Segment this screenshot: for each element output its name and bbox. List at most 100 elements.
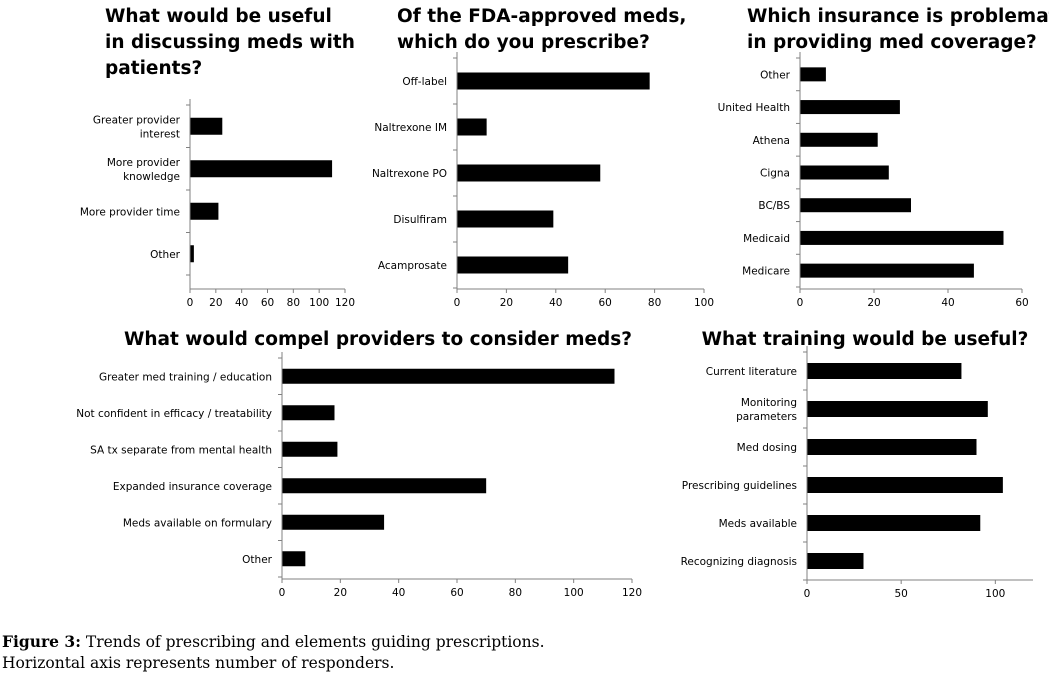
bar bbox=[282, 405, 335, 421]
bar bbox=[282, 478, 487, 494]
bar bbox=[282, 514, 385, 530]
caption-line-2: Horizontal axis represents number of res… bbox=[2, 654, 395, 672]
bar bbox=[190, 202, 219, 220]
category-label: Athena bbox=[753, 135, 790, 147]
category-label-line: Other bbox=[760, 69, 790, 81]
category-label-line: Current literature bbox=[706, 366, 797, 378]
bar bbox=[800, 198, 911, 213]
category-label-line: BC/BS bbox=[758, 200, 790, 212]
bar bbox=[807, 553, 864, 569]
category-label-line: Med dosing bbox=[737, 442, 797, 454]
category-label-line: SA tx separate from mental health bbox=[90, 444, 272, 456]
chart-title: What training would be useful? bbox=[702, 329, 1029, 350]
chart-5: What training would be useful? Current li… bbox=[681, 329, 1033, 600]
tick-label: 80 bbox=[509, 587, 522, 599]
tick-label: 0 bbox=[804, 588, 811, 600]
tick-label: 20 bbox=[334, 587, 347, 599]
bar bbox=[190, 160, 333, 178]
tick-label: 0 bbox=[454, 297, 461, 309]
caption-line-1: Figure 3: Trends of prescribing and elem… bbox=[2, 631, 1042, 653]
tick-label: 40 bbox=[941, 297, 954, 309]
category-label-line: Athena bbox=[753, 135, 790, 147]
bar bbox=[457, 164, 601, 182]
category-label-line: Prescribing guidelines bbox=[682, 480, 797, 492]
category-label: Naltrexone PO bbox=[372, 168, 447, 180]
category-label: Off-label bbox=[402, 76, 447, 88]
caption-text: Trends of prescribing and elements guidi… bbox=[80, 633, 545, 651]
category-label: Meds available on formulary bbox=[123, 517, 272, 529]
category-label-line: Recognizing diagnosis bbox=[681, 556, 797, 568]
tick-label: 60 bbox=[1015, 297, 1028, 309]
tick-label: 50 bbox=[894, 588, 907, 600]
figure-charts: What would be useful in discussing meds w… bbox=[76, 6, 1049, 600]
tick-label: 120 bbox=[622, 587, 642, 599]
chart-4: What would compel providers to consider … bbox=[76, 329, 642, 599]
tick-label: 60 bbox=[599, 297, 612, 309]
category-label: Expanded insurance coverage bbox=[113, 481, 272, 493]
category-label-line: Cigna bbox=[760, 168, 790, 180]
bar bbox=[800, 67, 826, 82]
tick-label: 20 bbox=[209, 297, 222, 309]
category-label-line: Acamprosate bbox=[378, 260, 447, 272]
category-label-line: interest bbox=[140, 128, 180, 140]
category-label: Naltrexone IM bbox=[374, 122, 447, 134]
tick-label: 60 bbox=[261, 297, 274, 309]
category-label-line: Meds available on formulary bbox=[123, 517, 272, 529]
tick-label: 40 bbox=[235, 297, 248, 309]
category-label-line: Not confident in efficacy / treatability bbox=[76, 408, 272, 420]
chart-title-line: Of the FDA-approved meds, bbox=[397, 6, 686, 27]
chart-title-line: patients? bbox=[105, 58, 202, 79]
bar bbox=[800, 165, 889, 180]
bar bbox=[807, 477, 1003, 493]
chart-title: What would be useful in discussing meds w… bbox=[105, 6, 355, 79]
chart-title-line: What would compel providers to consider … bbox=[124, 329, 632, 350]
chart-title-line: What would be useful bbox=[105, 6, 332, 27]
tick-label: 100 bbox=[985, 588, 1005, 600]
category-label-line: parameters bbox=[736, 411, 797, 423]
category-label: SA tx separate from mental health bbox=[90, 444, 272, 456]
category-label: United Health bbox=[718, 102, 790, 114]
category-label: Greater med training / education bbox=[99, 371, 272, 383]
category-label-line: Naltrexone IM bbox=[374, 122, 447, 134]
category-label: Medicare bbox=[742, 266, 790, 278]
category-label: Monitoring parameters bbox=[736, 397, 797, 423]
category-label: Other bbox=[150, 249, 180, 261]
category-label-line: Monitoring bbox=[741, 397, 797, 409]
category-label-line: Expanded insurance coverage bbox=[113, 481, 272, 493]
category-label: Acamprosate bbox=[378, 260, 447, 272]
bar bbox=[457, 72, 650, 90]
bar bbox=[282, 441, 338, 457]
tick-label: 100 bbox=[309, 297, 329, 309]
tick-label: 20 bbox=[500, 297, 513, 309]
bar bbox=[282, 551, 306, 567]
bar bbox=[457, 118, 487, 136]
category-label: Meds available bbox=[719, 518, 797, 530]
tick-label: 40 bbox=[392, 587, 405, 599]
tick-label: 40 bbox=[549, 297, 562, 309]
tick-label: 20 bbox=[867, 297, 880, 309]
bar bbox=[457, 256, 569, 274]
bar bbox=[807, 363, 962, 379]
category-label-line: Off-label bbox=[402, 76, 447, 88]
category-label: Prescribing guidelines bbox=[682, 480, 797, 492]
chart-2: Of the FDA-approved meds, which do you pr… bbox=[372, 6, 714, 309]
category-label: Med dosing bbox=[737, 442, 797, 454]
chart-title: Which insurance is problematic in providi… bbox=[747, 6, 1049, 53]
bar bbox=[190, 117, 223, 135]
bar bbox=[800, 230, 1004, 245]
category-label-line: Medicaid bbox=[743, 233, 790, 245]
category-label-line: More provider bbox=[107, 157, 181, 169]
bar bbox=[457, 210, 554, 228]
chart-title-line: Which insurance is problematic bbox=[747, 6, 1049, 27]
bar bbox=[800, 100, 900, 115]
category-label-line: knowledge bbox=[123, 171, 180, 183]
category-label-line: Naltrexone PO bbox=[372, 168, 447, 180]
tick-label: 80 bbox=[287, 297, 300, 309]
chart-3: Which insurance is problematic in providi… bbox=[718, 6, 1049, 309]
category-label: More provider knowledge bbox=[107, 157, 181, 183]
tick-label: 0 bbox=[187, 297, 194, 309]
chart-title-line: in providing med coverage? bbox=[747, 32, 1037, 53]
category-label-line: Other bbox=[242, 554, 272, 566]
caption-label: Figure 3: bbox=[2, 632, 81, 651]
category-label: Other bbox=[760, 69, 790, 81]
